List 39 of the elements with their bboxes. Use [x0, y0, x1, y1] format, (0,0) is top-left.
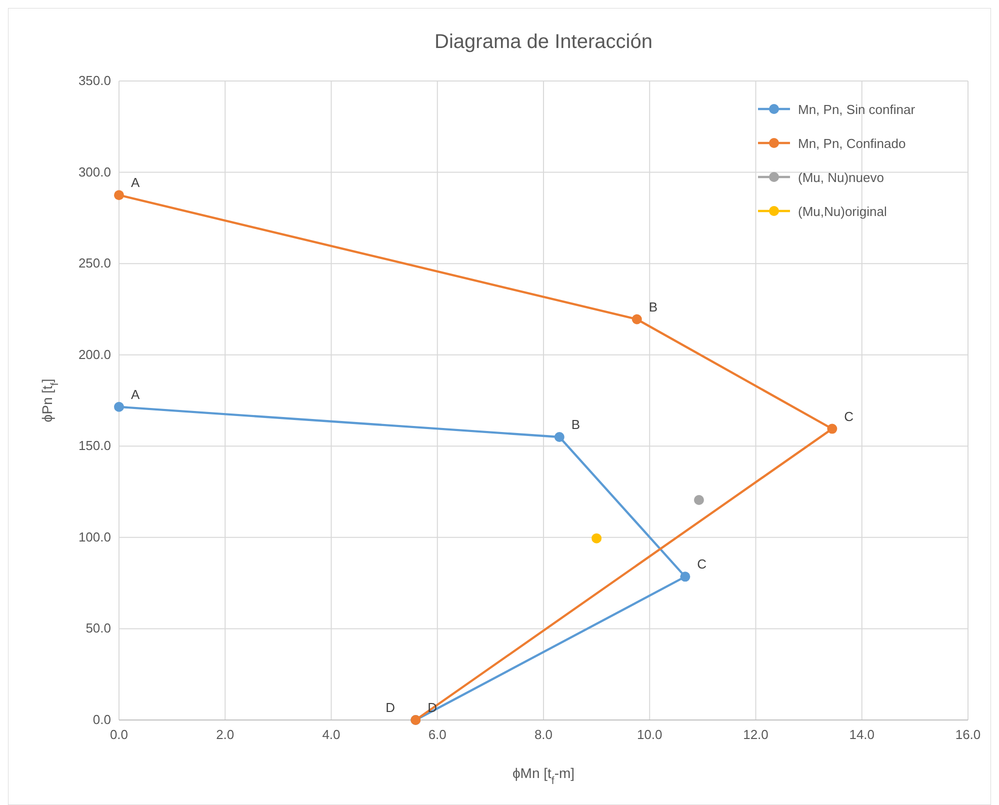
- point: [827, 424, 838, 434]
- annotation: A: [131, 175, 140, 190]
- annotation: D: [428, 700, 438, 715]
- legend-label: Mn, Pn, Confinado: [798, 136, 906, 151]
- y-tick-label: 150.0: [78, 438, 111, 454]
- x-tick-label: 16.0: [955, 727, 981, 742]
- legend-label: (Mu,Nu)original: [798, 204, 887, 219]
- x-axis-title: ϕMn [t$_{f}$-m]: [512, 765, 575, 787]
- point: [592, 533, 602, 544]
- y-tick-label: 300.0: [78, 164, 111, 180]
- y-tick-label: 100.0: [78, 529, 111, 544]
- y-tick-label: 350.0: [78, 73, 111, 88]
- annotation: C: [844, 408, 854, 424]
- annotation: A: [131, 386, 140, 402]
- point: [114, 402, 124, 412]
- x-tick-label: 12.0: [743, 727, 768, 742]
- y-tick-label: 0.0: [92, 712, 111, 727]
- annotation: B: [571, 417, 580, 432]
- point: [554, 432, 564, 442]
- point: [632, 314, 642, 324]
- x-tick-label: 2.0: [216, 727, 234, 742]
- annotation: C: [697, 556, 707, 572]
- point: [114, 190, 124, 200]
- x-tick-label: 4.0: [322, 727, 340, 742]
- chart-title: Diagrama de Interacción: [434, 31, 652, 53]
- x-tick-label: 14.0: [849, 727, 875, 742]
- x-tick-label: 10.0: [636, 727, 662, 742]
- x-tick-label: 6.0: [428, 727, 446, 742]
- point: [680, 572, 690, 582]
- x-tick-label: 0.0: [110, 727, 128, 742]
- annotation: D: [386, 700, 396, 715]
- legend-label: Mn, Pn, Sin confinar: [798, 102, 916, 117]
- annotation: B: [648, 299, 658, 314]
- point: [694, 495, 704, 505]
- y-tick-label: 250.0: [78, 256, 111, 271]
- legend-label: (Mu, Nu)nuevo: [798, 170, 884, 185]
- y-tick-label: 200.0: [78, 346, 111, 362]
- x-tick-label: 8.0: [534, 727, 553, 742]
- y-tick-label: 50.0: [86, 620, 111, 636]
